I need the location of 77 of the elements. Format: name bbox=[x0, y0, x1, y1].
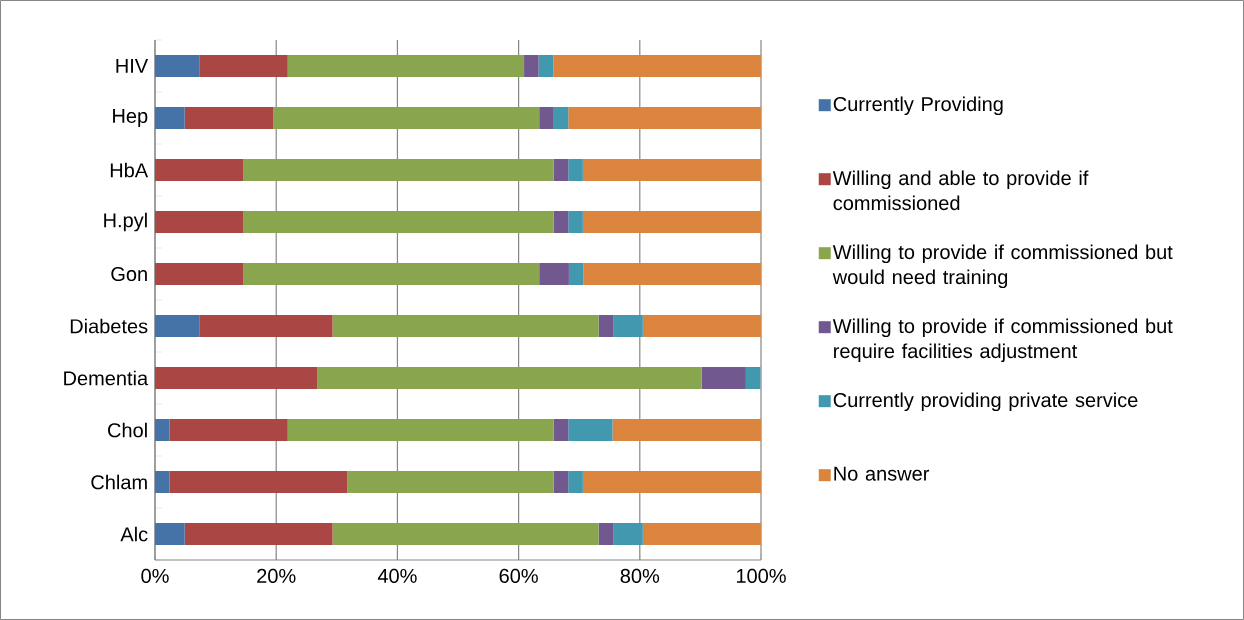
bar bbox=[155, 106, 185, 129]
x-tick-label: 60% bbox=[499, 568, 538, 584]
bar bbox=[553, 158, 569, 181]
y-tick-label: H.pyl bbox=[104, 212, 147, 232]
y-tick-label: Dementia bbox=[64, 370, 149, 386]
y-tick-label: Chlam bbox=[91, 474, 147, 490]
bar bbox=[155, 54, 200, 77]
legend-label: Currently Providing bbox=[833, 96, 1003, 116]
bar bbox=[539, 106, 554, 129]
y-tick-label: HbA bbox=[110, 162, 149, 178]
bar bbox=[568, 470, 583, 493]
y-tick-label: Alc bbox=[120, 526, 148, 542]
bar bbox=[745, 366, 761, 389]
bar bbox=[642, 522, 762, 545]
bar bbox=[273, 106, 540, 129]
x-tick-label: 40% bbox=[377, 568, 417, 584]
x-tick-label: 100% bbox=[736, 568, 786, 584]
y-tick-label: Gon bbox=[111, 266, 147, 282]
bar bbox=[243, 262, 540, 285]
bar bbox=[199, 54, 288, 77]
x-tick-label: 0% bbox=[141, 568, 169, 584]
legend-label: Willing and able to provide if commissioned bbox=[832, 170, 1089, 211]
bar bbox=[642, 314, 762, 337]
y-tick-label: Diabetes bbox=[70, 318, 148, 334]
bar bbox=[317, 366, 702, 389]
bar bbox=[155, 158, 244, 181]
bar bbox=[553, 418, 569, 441]
bar bbox=[582, 210, 762, 233]
bar bbox=[612, 418, 762, 441]
bar bbox=[553, 210, 569, 233]
bar bbox=[347, 470, 554, 493]
bar bbox=[155, 314, 200, 337]
y-tick-label: Chol bbox=[108, 422, 147, 438]
bar bbox=[568, 262, 584, 285]
bar bbox=[155, 522, 185, 545]
bar bbox=[539, 262, 569, 285]
bar bbox=[155, 210, 244, 233]
bar bbox=[155, 470, 170, 493]
bar bbox=[169, 418, 288, 441]
bar bbox=[184, 522, 333, 545]
bar bbox=[169, 470, 348, 493]
legend-label: Willing to provide if commissioned but would need training bbox=[832, 244, 1173, 289]
y-tick-label: Hep bbox=[113, 109, 148, 127]
bar bbox=[613, 522, 643, 545]
bar bbox=[701, 366, 746, 389]
x-tick-label: 20% bbox=[257, 568, 296, 584]
bar bbox=[598, 522, 614, 545]
bar bbox=[155, 418, 170, 441]
bar bbox=[598, 314, 614, 337]
bar bbox=[568, 158, 583, 181]
bar bbox=[332, 314, 599, 337]
bar bbox=[538, 54, 554, 77]
x-tick-label: 80% bbox=[620, 568, 660, 584]
bar bbox=[582, 470, 762, 493]
bar bbox=[287, 54, 525, 77]
bar bbox=[524, 54, 539, 77]
legend-label: Willing to provide if commissioned but require facilities adjustment bbox=[832, 318, 1173, 363]
legend-label: No answer bbox=[834, 466, 930, 481]
bar bbox=[287, 418, 554, 441]
bar bbox=[582, 158, 762, 181]
bar bbox=[568, 418, 613, 441]
bar bbox=[568, 106, 762, 129]
bar bbox=[199, 314, 333, 337]
bar bbox=[553, 54, 762, 77]
bar bbox=[568, 210, 583, 233]
bar bbox=[553, 106, 569, 129]
bar bbox=[184, 106, 274, 129]
bar bbox=[155, 366, 318, 389]
bar bbox=[613, 314, 643, 337]
legend-label: Currently providing private service bbox=[833, 392, 1138, 412]
bar bbox=[332, 522, 599, 545]
bar bbox=[155, 262, 244, 285]
bar bbox=[583, 262, 762, 285]
bar bbox=[553, 470, 569, 493]
bar bbox=[243, 210, 554, 233]
bar bbox=[243, 158, 554, 181]
y-tick-label: HIV bbox=[116, 59, 149, 73]
